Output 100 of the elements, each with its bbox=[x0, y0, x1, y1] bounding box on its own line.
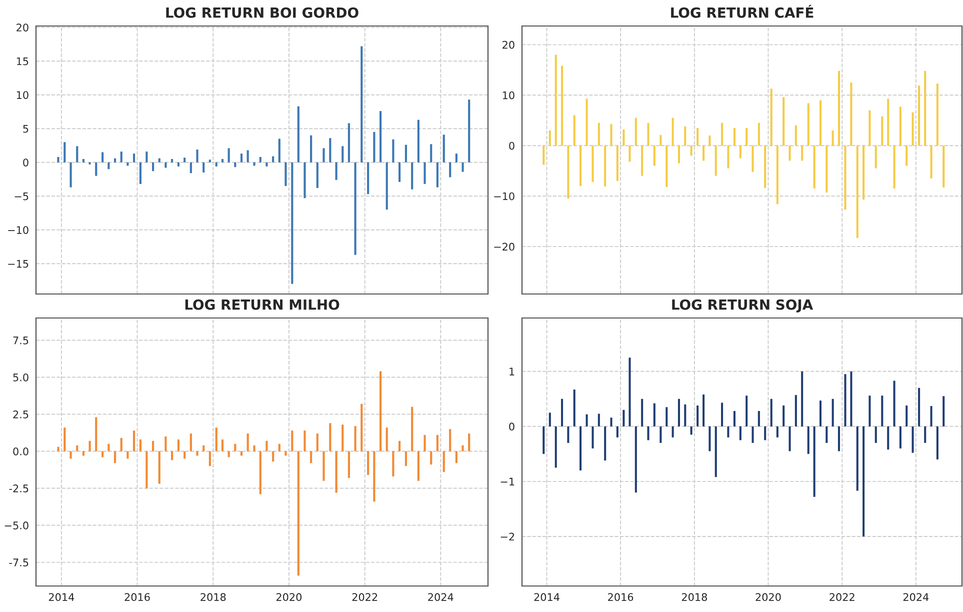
bar bbox=[424, 162, 426, 184]
x-tick-label: 2024 bbox=[428, 593, 454, 602]
bar bbox=[856, 146, 858, 238]
y-tick-label: −1 bbox=[500, 478, 514, 486]
bar bbox=[887, 98, 890, 146]
bar bbox=[634, 118, 637, 146]
bar bbox=[329, 423, 332, 452]
bar bbox=[196, 150, 198, 162]
bar bbox=[253, 445, 256, 452]
bar bbox=[158, 158, 160, 162]
y-tick-label: 0 bbox=[23, 158, 28, 166]
bar bbox=[862, 146, 865, 200]
bar bbox=[70, 451, 72, 459]
x-tick-label: 2018 bbox=[200, 593, 226, 602]
bar bbox=[561, 398, 564, 426]
bar bbox=[899, 106, 902, 146]
bar bbox=[253, 162, 256, 166]
bar bbox=[554, 54, 557, 146]
y-tick-label: −15 bbox=[8, 260, 28, 268]
bar bbox=[733, 128, 736, 146]
bar bbox=[714, 146, 717, 176]
bar bbox=[57, 156, 60, 162]
y-tick-label: 0.0 bbox=[13, 447, 28, 456]
bar bbox=[411, 162, 414, 190]
bar bbox=[177, 439, 180, 452]
bar bbox=[598, 414, 600, 426]
bar bbox=[604, 146, 606, 186]
x-tick-label: 2014 bbox=[48, 593, 74, 602]
bar bbox=[592, 146, 594, 182]
bar bbox=[770, 398, 772, 426]
bar bbox=[114, 158, 116, 162]
bar bbox=[348, 123, 350, 162]
chart-title: LOG RETURN BOI GORDO bbox=[166, 7, 358, 18]
bar bbox=[342, 146, 344, 162]
bar bbox=[379, 371, 382, 452]
bar bbox=[826, 146, 828, 193]
bar bbox=[196, 451, 198, 456]
bar bbox=[430, 144, 432, 162]
bar bbox=[868, 110, 871, 146]
bar bbox=[788, 426, 791, 452]
bar bbox=[297, 451, 300, 576]
bar bbox=[776, 426, 778, 438]
bar bbox=[548, 130, 551, 146]
y-tick-label: 2.5 bbox=[13, 410, 28, 418]
bar bbox=[221, 158, 224, 162]
bar bbox=[284, 451, 287, 456]
bar bbox=[215, 428, 218, 452]
bar bbox=[721, 122, 724, 146]
bar bbox=[942, 396, 945, 426]
x-tick-label: 2024 bbox=[903, 593, 929, 602]
x-tick-label: 2014 bbox=[534, 593, 560, 602]
bar bbox=[580, 426, 582, 470]
bar bbox=[936, 426, 938, 460]
bar bbox=[108, 444, 110, 452]
bar bbox=[616, 426, 618, 438]
bar bbox=[88, 440, 91, 452]
bar bbox=[95, 162, 98, 176]
bar bbox=[316, 162, 318, 188]
bar bbox=[628, 146, 631, 162]
x-tick-label: 2016 bbox=[608, 593, 634, 602]
y-tick-label: 10 bbox=[16, 91, 28, 99]
bar bbox=[832, 398, 834, 426]
bar bbox=[108, 162, 110, 170]
bar bbox=[404, 144, 408, 162]
y-tick-label: 7.5 bbox=[13, 336, 28, 344]
bar bbox=[272, 451, 274, 462]
bar bbox=[794, 395, 797, 426]
bar bbox=[386, 428, 388, 452]
y-tick-label: −5.0 bbox=[4, 522, 28, 530]
bar bbox=[360, 46, 363, 162]
bar bbox=[404, 451, 408, 466]
x-tick-label: 2016 bbox=[124, 593, 150, 602]
bar bbox=[462, 445, 464, 452]
bar bbox=[887, 426, 890, 450]
bar bbox=[184, 158, 186, 162]
bar bbox=[930, 146, 932, 178]
bar bbox=[190, 433, 192, 452]
bar bbox=[708, 136, 711, 146]
bar bbox=[139, 162, 142, 184]
bar bbox=[610, 124, 612, 146]
bar bbox=[788, 146, 791, 161]
bar bbox=[586, 414, 588, 426]
bar bbox=[322, 451, 325, 481]
bar bbox=[170, 451, 174, 460]
bar bbox=[874, 426, 877, 443]
bar bbox=[906, 406, 908, 426]
bar bbox=[653, 403, 656, 426]
bar bbox=[542, 146, 545, 165]
bar bbox=[714, 426, 717, 478]
bar bbox=[322, 148, 325, 162]
bar bbox=[132, 430, 136, 452]
bar bbox=[554, 426, 557, 468]
bar bbox=[304, 430, 306, 452]
bar bbox=[386, 162, 388, 210]
bar bbox=[310, 451, 312, 464]
bar bbox=[733, 411, 736, 426]
x-tick-label: 2020 bbox=[756, 593, 781, 602]
bar bbox=[819, 400, 822, 426]
bar bbox=[758, 411, 760, 426]
chart-title: LOG RETURN SOJA bbox=[672, 299, 814, 312]
